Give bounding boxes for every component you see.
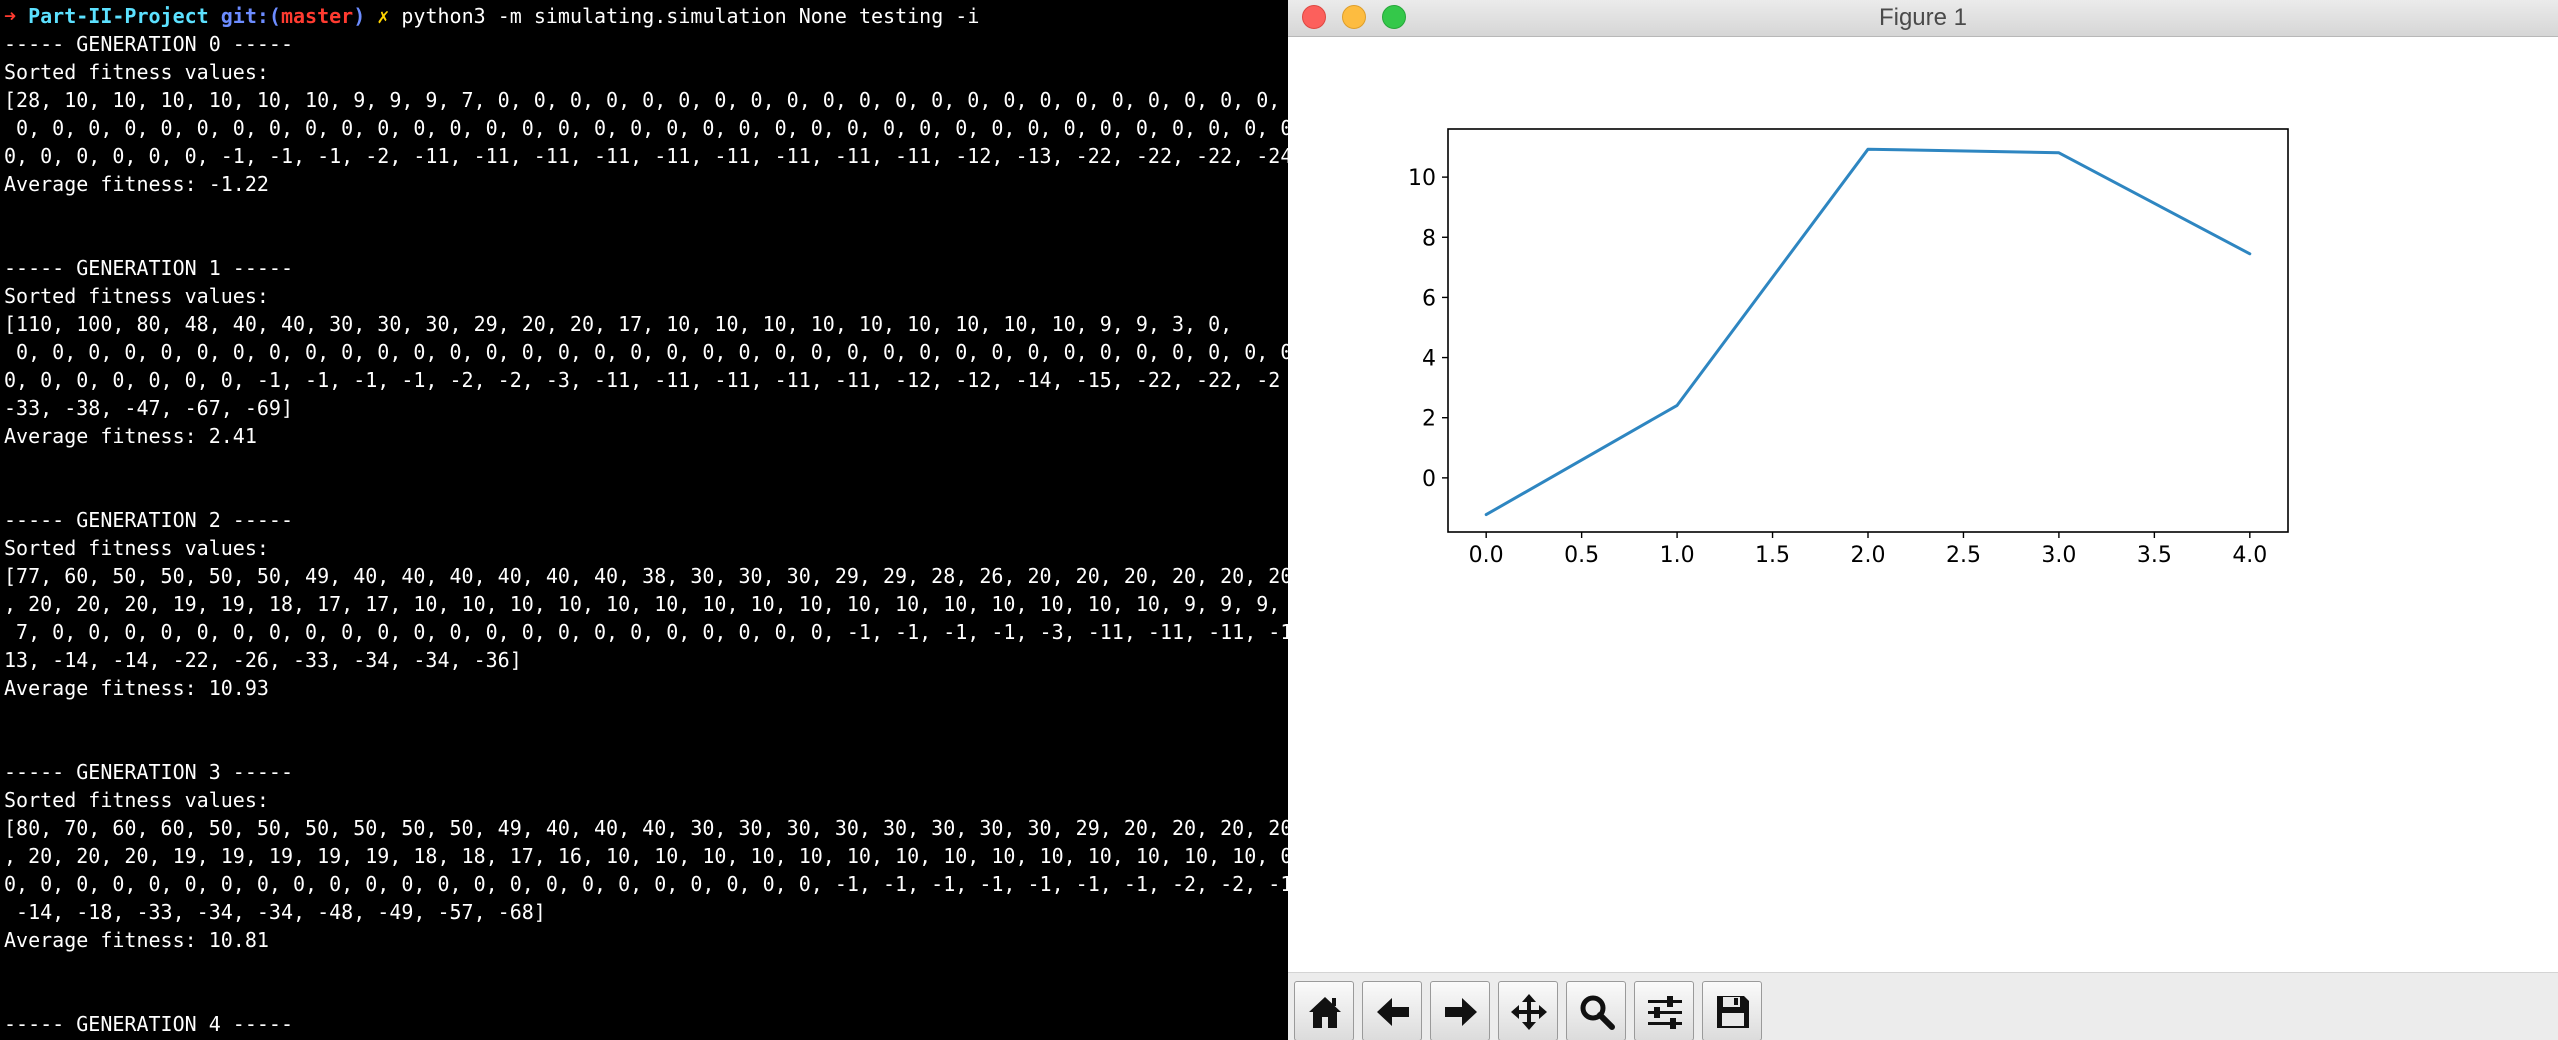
window-minimize-button[interactable] [1342, 5, 1366, 29]
y-tick-label: 8 [1422, 226, 1436, 251]
terminal-line [4, 478, 1288, 506]
prompt-git-suffix: ) [353, 4, 366, 28]
y-tick-label: 10 [1408, 166, 1436, 191]
terminal-line [4, 198, 1288, 226]
terminal-line: 0, 0, 0, 0, 0, 0, 0, -1, -1, -1, -1, -2,… [4, 368, 1281, 392]
x-tick-label: 3.0 [2041, 543, 2076, 568]
figure-window: Figure 1 0.0 0.5 1.0 1.5 2.0 2.5 3.0 3.5 4.0 0 2 4 6… [1288, 0, 2558, 1040]
forward-button[interactable] [1430, 981, 1490, 1040]
plot-canvas[interactable]: 0.0 0.5 1.0 1.5 2.0 2.5 3.0 3.5 4.0 0 2 4 6 8 10 [1288, 37, 2558, 972]
terminal-line: 7, 0, 0, 0, 0, 0, 0, 0, 0, 0, 0, 0, 0, 0… [4, 620, 1288, 644]
terminal-line: Average fitness: 10.81 [4, 928, 269, 952]
axes-frame [1447, 128, 2289, 533]
pan-button[interactable] [1498, 981, 1558, 1040]
prompt-command: python3 -m simulating.simulation None te… [401, 4, 980, 28]
terminal-output: ➜ Part-II-Project git:(master) ✗ python3… [4, 2, 1288, 1038]
terminal-line: ----- GENERATION 1 ----- [4, 256, 293, 280]
x-tick-label: 2.5 [1946, 543, 1981, 568]
terminal-line: , 20, 20, 20, 19, 19, 18, 17, 17, 10, 10… [4, 592, 1281, 616]
floppy-disk-icon [1717, 996, 1749, 1028]
save-button[interactable] [1702, 981, 1762, 1040]
terminal-line: ----- GENERATION 0 ----- [4, 32, 293, 56]
home-button[interactable] [1294, 981, 1354, 1040]
terminal-line: 13, -14, -14, -22, -26, -33, -34, -34, -… [4, 648, 522, 672]
arrow-left-icon [1377, 998, 1409, 1026]
terminal-line [4, 982, 1288, 1010]
x-tick-label: 1.5 [1755, 543, 1790, 568]
terminal-line: Average fitness: 2.41 [4, 424, 257, 448]
terminal-line: Sorted fitness values: [4, 536, 269, 560]
terminal-line: [80, 70, 60, 60, 50, 50, 50, 50, 50, 50,… [4, 816, 1288, 840]
terminal-line: [77, 60, 50, 50, 50, 50, 49, 40, 40, 40,… [4, 564, 1288, 588]
x-tick-label: 1.0 [1660, 543, 1695, 568]
prompt-directory: Part-II-Project [28, 4, 209, 28]
configure-subplots-button[interactable] [1634, 981, 1694, 1040]
y-tick-label: 2 [1422, 407, 1436, 432]
home-icon [1309, 997, 1341, 1028]
terminal-line: -33, -38, -47, -67, -69] [4, 396, 293, 420]
terminal-line: Average fitness: 10.93 [4, 676, 269, 700]
terminal-line [4, 730, 1288, 758]
terminal-line: ----- GENERATION 4 ----- [4, 1012, 293, 1036]
x-tick-label: 4.0 [2232, 543, 2267, 568]
prompt-git-branch: master [280, 4, 354, 28]
magnifier-icon [1580, 995, 1615, 1030]
x-tick-label: 0.0 [1469, 543, 1504, 568]
navigation-toolbar [1288, 972, 2558, 1040]
prompt-dirty-marker: ✗ [365, 4, 402, 28]
window-close-button[interactable] [1302, 5, 1326, 29]
back-button[interactable] [1362, 981, 1422, 1040]
line-chart: 0.0 0.5 1.0 1.5 2.0 2.5 3.0 3.5 4.0 0 2 4 6 8 10 [1408, 128, 2289, 568]
window-title-bar[interactable]: Figure 1 [1288, 0, 2558, 37]
x-tick-label: 0.5 [1564, 543, 1599, 568]
terminal-line: Average fitness: -1.22 [4, 172, 269, 196]
x-tick-label: 3.5 [2137, 543, 2172, 568]
terminal-line: 0, 0, 0, 0, 0, 0, 0, 0, 0, 0, 0, 0, 0, 0… [4, 340, 1288, 364]
terminal-line: Sorted fitness values: [4, 284, 269, 308]
zoom-button[interactable] [1566, 981, 1626, 1040]
sliders-icon [1648, 996, 1682, 1029]
prompt-arrow: ➜ [4, 4, 29, 28]
terminal-prompt-line: ➜ Part-II-Project git:(master) ✗ python3… [4, 2, 1288, 30]
arrow-right-icon [1445, 998, 1477, 1026]
x-tick-label: 2.0 [1851, 543, 1886, 568]
terminal-line [4, 226, 1288, 254]
terminal-line: [28, 10, 10, 10, 10, 10, 10, 9, 9, 9, 7,… [4, 88, 1288, 112]
terminal-window[interactable]: ➜ Part-II-Project git:(master) ✗ python3… [0, 0, 1288, 1040]
terminal-line: [110, 100, 80, 48, 40, 40, 30, 30, 30, 2… [4, 312, 1233, 336]
terminal-line [4, 954, 1288, 982]
terminal-line: 0, 0, 0, 0, 0, 0, 0, 0, 0, 0, 0, 0, 0, 0… [4, 872, 1288, 896]
terminal-line: 0, 0, 0, 0, 0, 0, -1, -1, -1, -2, -11, -… [4, 144, 1288, 168]
terminal-line: , 20, 20, 20, 19, 19, 19, 19, 19, 18, 18… [4, 844, 1288, 868]
y-tick-label: 6 [1422, 286, 1436, 311]
terminal-line: Sorted fitness values: [4, 60, 269, 84]
terminal-line [4, 450, 1288, 478]
terminal-line: ----- GENERATION 2 ----- [4, 508, 293, 532]
terminal-line [4, 702, 1288, 730]
window-zoom-button[interactable] [1382, 5, 1406, 29]
window-title: Figure 1 [1878, 4, 1968, 31]
terminal-line: Sorted fitness values: [4, 788, 269, 812]
y-tick-label: 4 [1422, 347, 1436, 372]
y-tick-label: 0 [1422, 467, 1436, 492]
terminal-line: -14, -18, -33, -34, -34, -48, -49, -57, … [4, 900, 546, 924]
terminal-line: ----- GENERATION 3 ----- [4, 760, 293, 784]
move-icon [1511, 994, 1547, 1030]
series-line [1484, 147, 2252, 517]
terminal-line: 0, 0, 0, 0, 0, 0, 0, 0, 0, 0, 0, 0, 0, 0… [4, 116, 1288, 140]
prompt-git-prefix: git:( [208, 4, 281, 28]
